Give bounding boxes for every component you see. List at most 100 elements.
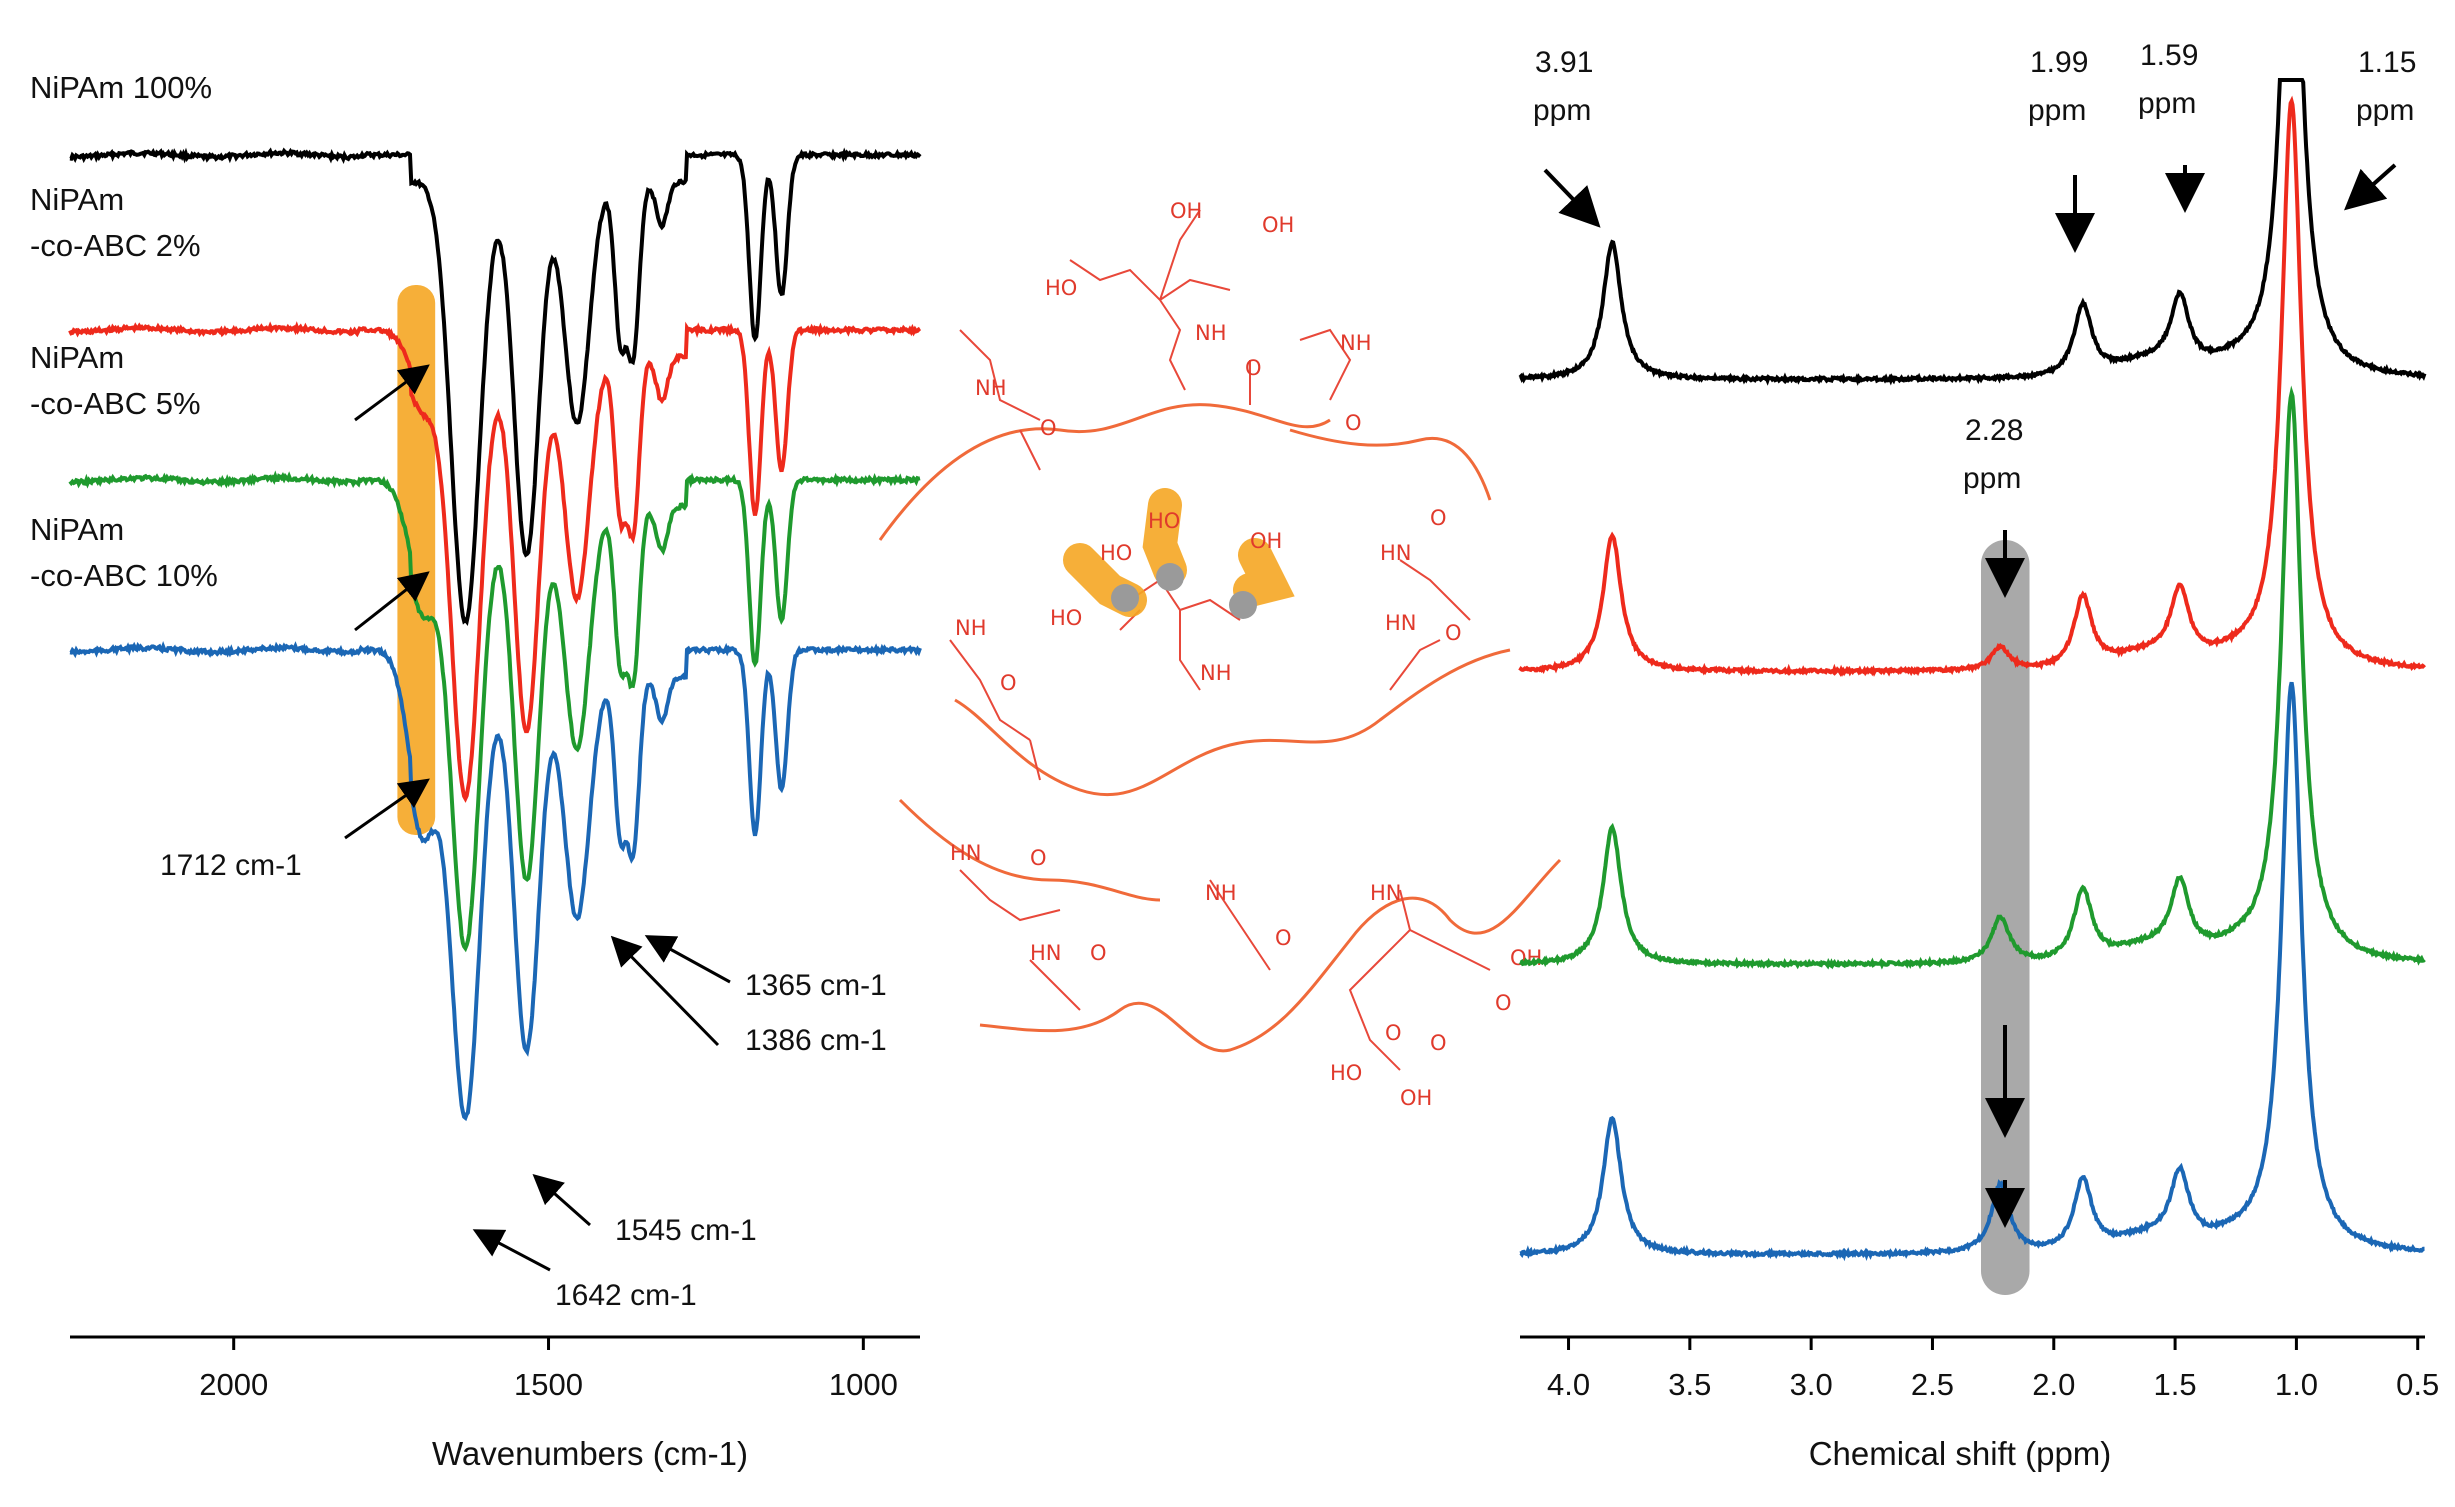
structure-group-label: OH <box>1262 213 1294 237</box>
nmr-x-axis-label: Chemical shift (ppm) <box>1809 1435 2112 1472</box>
nmr-tick-label: 3.5 <box>1668 1367 1711 1402</box>
ir-tick-label: 1000 <box>829 1367 898 1402</box>
ir-band-arrow <box>354 364 430 422</box>
ir-legend-entry: NiPAm <box>30 182 124 217</box>
structure-group-label: NH <box>1340 331 1372 355</box>
structure-group-label: NH <box>1195 321 1227 345</box>
ir-band-arrow <box>344 778 430 840</box>
ir-band-label: 1365 cm-1 <box>745 969 887 1002</box>
structure-group-label: NH <box>955 616 987 640</box>
ir-series-line <box>68 470 921 953</box>
ir-1712-highlight <box>397 285 436 835</box>
structure-group-label: O <box>1245 356 1262 380</box>
nmr-peak-value: 3.91 <box>1535 46 1593 79</box>
ir-legend-entry: -co-ABC 5% <box>30 386 201 421</box>
nmr-peak-value: 2.28 <box>1965 414 2023 447</box>
polymer-backbone <box>878 403 1562 1053</box>
ir-x-ticks: 2000 1500 1000 <box>199 1337 898 1402</box>
ir-band-arrow <box>354 571 430 632</box>
nmr-tick-label: 1.0 <box>2275 1367 2318 1402</box>
nmr-peak-value: 1.59 <box>2140 39 2198 72</box>
ir-band-arrow <box>644 935 731 984</box>
structure-group-label: HN <box>1380 541 1412 565</box>
structure-group-label: HN <box>1385 611 1417 635</box>
structure-group-label: HO <box>1330 1061 1362 1085</box>
ir-band-label: 1642 cm-1 <box>555 1279 697 1312</box>
nmr-series-line <box>1518 95 2426 677</box>
structure-group-label: HO <box>1045 276 1077 300</box>
structure-group-label: NH <box>1205 881 1237 905</box>
structure-group-label: O <box>1385 1021 1402 1045</box>
ir-series-lines <box>68 147 922 1122</box>
nmr-tick-label: 3.0 <box>1790 1367 1833 1402</box>
nmr-x-ticks: 4.0 3.5 3.0 2.5 2.0 1.5 1.0 0.5 <box>1547 1337 2439 1402</box>
nmr-series-line <box>1518 78 2427 386</box>
nmr-tick-label: 2.5 <box>1911 1367 1954 1402</box>
structure-group-label: O <box>1430 506 1447 530</box>
nmr-series-line <box>1519 681 2425 1262</box>
ir-legend-entry: NiPAm <box>30 512 124 547</box>
ir-band-label: 1712 cm-1 <box>160 849 302 882</box>
ir-band-annotations: 1712 cm-1 1642 cm-1 1545 cm-1 1365 cm-1 1386… <box>160 364 887 1312</box>
carboxyl-highlights <box>1063 488 1295 619</box>
nmr-series-lines <box>1518 78 2427 1262</box>
structure-group-label: O <box>1445 621 1462 645</box>
structure-bonds <box>949 209 1491 1071</box>
nmr-peak-value: 1.15 <box>2358 46 2416 79</box>
structure-group-label: HN <box>1370 881 1402 905</box>
ir-band-label: 1545 cm-1 <box>615 1214 757 1247</box>
nmr-peak-unit: ppm <box>2028 94 2086 127</box>
ir-tick-label: 2000 <box>199 1367 268 1402</box>
structure-group-label: O <box>1000 671 1017 695</box>
ir-spectra-panel: 2000 1500 1000 Wavenumbers (cm-1) NiPAm 10… <box>30 70 922 1472</box>
ir-band-arrow <box>532 1174 591 1227</box>
nmr-peak-unit: ppm <box>1533 94 1591 127</box>
ir-legend: NiPAm 100% NiPAm -co-ABC 2% NiPAm -co-ABC 5%… <box>30 70 218 593</box>
nmr-tick-label: 4.0 <box>1547 1367 1590 1402</box>
ir-legend-entry: -co-ABC 10% <box>30 558 218 593</box>
structure-group-label: O <box>1090 941 1107 965</box>
structure-group-label: O <box>1030 846 1047 870</box>
ir-band-arrow <box>610 935 720 1047</box>
structure-group-label: O <box>1345 411 1362 435</box>
structure-group-label: O <box>1430 1031 1447 1055</box>
structure-group-label: HO <box>1050 606 1082 630</box>
structure-group-label: O <box>1275 926 1292 950</box>
structure-group-label: O <box>1495 991 1512 1015</box>
nmr-series-line <box>1518 385 2426 970</box>
nmr-spectra-panel: 4.0 3.5 3.0 2.5 2.0 1.5 1.0 0.5 Chemical shift … <box>1518 39 2439 1472</box>
structure-group-label: NH <box>1200 661 1232 685</box>
nmr-tick-label: 1.5 <box>2154 1367 2197 1402</box>
structure-group-label: OH <box>1170 199 1202 223</box>
structure-group-label: HN <box>1030 941 1062 965</box>
structure-group-label: HO <box>1148 509 1180 533</box>
nmr-x-axis-label-text: Chemical shift (ppm) <box>1809 1435 2112 1472</box>
nmr-peak-unit: ppm <box>2138 87 2196 120</box>
ir-tick-label: 1500 <box>514 1367 583 1402</box>
nmr-peak-unit: ppm <box>1963 462 2021 495</box>
structure-group-label: NH <box>975 376 1007 400</box>
structure-group-label: HO <box>1100 541 1132 565</box>
nmr-peak-arrow <box>1543 168 1601 228</box>
structure-group-label: OH <box>1400 1086 1432 1110</box>
ir-legend-entry: -co-ABC 2% <box>30 228 201 263</box>
ir-series-line <box>68 321 922 803</box>
ir-x-axis-label-text: Wavenumbers (cm-1) <box>432 1435 748 1472</box>
ir-series-line <box>69 147 922 627</box>
nmr-tick-label: 0.5 <box>2396 1367 2439 1402</box>
ir-legend-entry: NiPAm <box>30 340 124 375</box>
nmr-peak-arrow <box>2344 163 2397 211</box>
nmr-peak-value: 1.99 <box>2030 46 2088 79</box>
nmr-peak-unit: ppm <box>2356 94 2414 127</box>
ir-band-arrow <box>472 1229 551 1272</box>
structure-group-label: OH <box>1510 946 1542 970</box>
ir-legend-entry: NiPAm 100% <box>30 70 212 105</box>
ir-band-label: 1386 cm-1 <box>745 1024 887 1057</box>
ir-x-axis-label: Wavenumbers (cm-1) <box>432 1435 748 1472</box>
ir-series-line <box>69 641 922 1122</box>
structure-group-label: O <box>1040 416 1057 440</box>
structure-group-label: HN <box>950 841 982 865</box>
